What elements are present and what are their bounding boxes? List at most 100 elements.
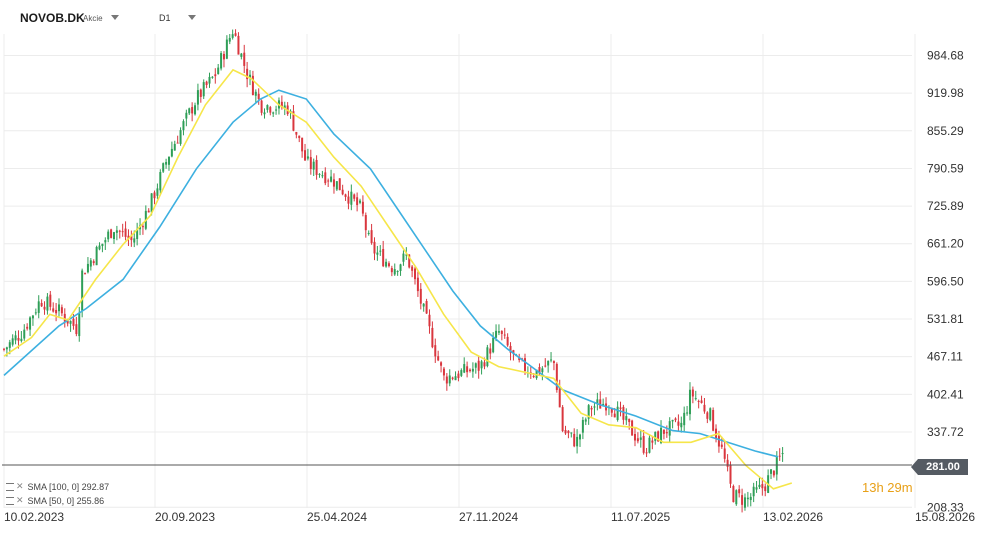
candle-body xyxy=(69,321,72,324)
candle-body xyxy=(596,399,599,405)
candle-body xyxy=(576,436,579,447)
candle-body xyxy=(306,156,309,159)
indicator-list-icon[interactable] xyxy=(6,482,14,491)
candle-body xyxy=(622,406,625,420)
candle-body xyxy=(353,194,356,199)
candle-body xyxy=(20,338,23,341)
candle-body xyxy=(214,74,217,77)
candle-body xyxy=(202,82,205,97)
candle-body xyxy=(541,368,544,373)
candle-body xyxy=(761,484,764,489)
candle-body xyxy=(457,373,460,379)
candle-body xyxy=(292,111,295,131)
candle-body xyxy=(266,105,269,110)
y-tick-label: 790.59 xyxy=(927,161,964,175)
y-tick-label: 725.89 xyxy=(927,199,964,213)
candle-body xyxy=(315,159,318,175)
candle-body xyxy=(373,241,376,254)
candle-body xyxy=(451,377,454,379)
x-tick-label: 10.02.2023 xyxy=(4,510,64,524)
indicator-list-icon[interactable] xyxy=(6,496,14,505)
close-icon[interactable]: ✕ xyxy=(16,481,24,491)
candle-body xyxy=(538,367,541,374)
candle-body xyxy=(613,413,616,418)
sma50-line xyxy=(3,68,793,490)
close-icon[interactable]: ✕ xyxy=(16,495,24,505)
candle-body xyxy=(251,75,254,96)
candle-body xyxy=(633,434,636,441)
candle-body xyxy=(746,497,749,500)
candle-body xyxy=(295,131,298,135)
candle-body xyxy=(636,438,639,442)
candle-body xyxy=(156,188,159,196)
candle-body xyxy=(460,370,463,376)
candle-body xyxy=(552,361,555,364)
candle-body xyxy=(506,336,509,346)
legend-sma50-label: SMA [50, 0] xyxy=(27,495,75,506)
candle-body xyxy=(176,142,179,144)
x-tick-label: 13.02.2026 xyxy=(763,510,823,524)
candle-body xyxy=(23,329,26,339)
candle-body xyxy=(211,76,214,78)
symbol-label[interactable]: NOVOB.DK xyxy=(20,11,85,25)
x-tick-label: 11.07.2025 xyxy=(611,510,670,524)
candle-body xyxy=(240,53,243,57)
candle-body xyxy=(121,231,124,233)
legend-sma100-value: 292.87 xyxy=(81,481,110,492)
candle-body xyxy=(486,347,489,367)
candle-body xyxy=(243,52,246,66)
candle-body xyxy=(387,263,390,267)
y-tick-label: 337.72 xyxy=(927,425,964,439)
candle-body xyxy=(703,404,706,412)
candles xyxy=(3,29,784,513)
timeframe-label[interactable]: D1 xyxy=(159,13,171,23)
candle-body xyxy=(338,178,341,191)
candle-body xyxy=(222,53,225,60)
candle-body xyxy=(335,181,338,190)
candle-body xyxy=(72,318,75,326)
candle-body xyxy=(474,363,477,368)
candle-body xyxy=(668,421,671,436)
timeframe-dropdown-chevron-icon[interactable] xyxy=(188,15,196,20)
candle-body xyxy=(40,302,43,307)
candle-body xyxy=(112,232,115,240)
candle-body xyxy=(489,348,492,354)
candle-body xyxy=(95,246,98,266)
candle-body xyxy=(34,312,37,314)
legend-sma100[interactable]: ✕ SMA [100, 0] 292.87 xyxy=(6,481,109,492)
candle-body xyxy=(466,366,469,373)
candle-body xyxy=(677,421,680,426)
candle-body xyxy=(495,330,498,338)
candle-body xyxy=(616,406,619,420)
candle-body xyxy=(179,130,182,144)
y-tick-label: 661.20 xyxy=(927,237,964,251)
candle-body xyxy=(437,356,440,361)
candle-body xyxy=(518,357,521,361)
chart-header: NOVOB.DK Akcie D1 xyxy=(0,0,986,34)
candle-body xyxy=(503,334,506,336)
candle-body xyxy=(159,172,162,191)
candle-body xyxy=(483,362,486,367)
candle-body xyxy=(564,430,567,434)
candle-body xyxy=(301,137,304,152)
candle-body xyxy=(14,335,17,341)
x-tick-label: 27.11.2024 xyxy=(459,510,518,524)
candle-body xyxy=(625,416,628,421)
candle-body xyxy=(124,228,127,237)
candle-body xyxy=(723,448,726,459)
candle-body xyxy=(414,268,417,280)
symbol-dropdown-chevron-icon[interactable] xyxy=(111,15,119,20)
candle-body xyxy=(523,358,526,371)
legend-sma50[interactable]: ✕ SMA [50, 0] 255.86 xyxy=(6,495,104,506)
candle-body xyxy=(246,68,249,80)
candle-body xyxy=(419,288,422,304)
candle-body xyxy=(416,277,419,292)
candle-body xyxy=(544,365,547,367)
y-tick-label: 531.81 xyxy=(927,312,964,326)
candle-body xyxy=(697,400,700,402)
candle-body xyxy=(98,245,101,250)
candle-body xyxy=(350,191,353,205)
candle-body xyxy=(101,243,104,247)
candle-body xyxy=(147,210,150,213)
